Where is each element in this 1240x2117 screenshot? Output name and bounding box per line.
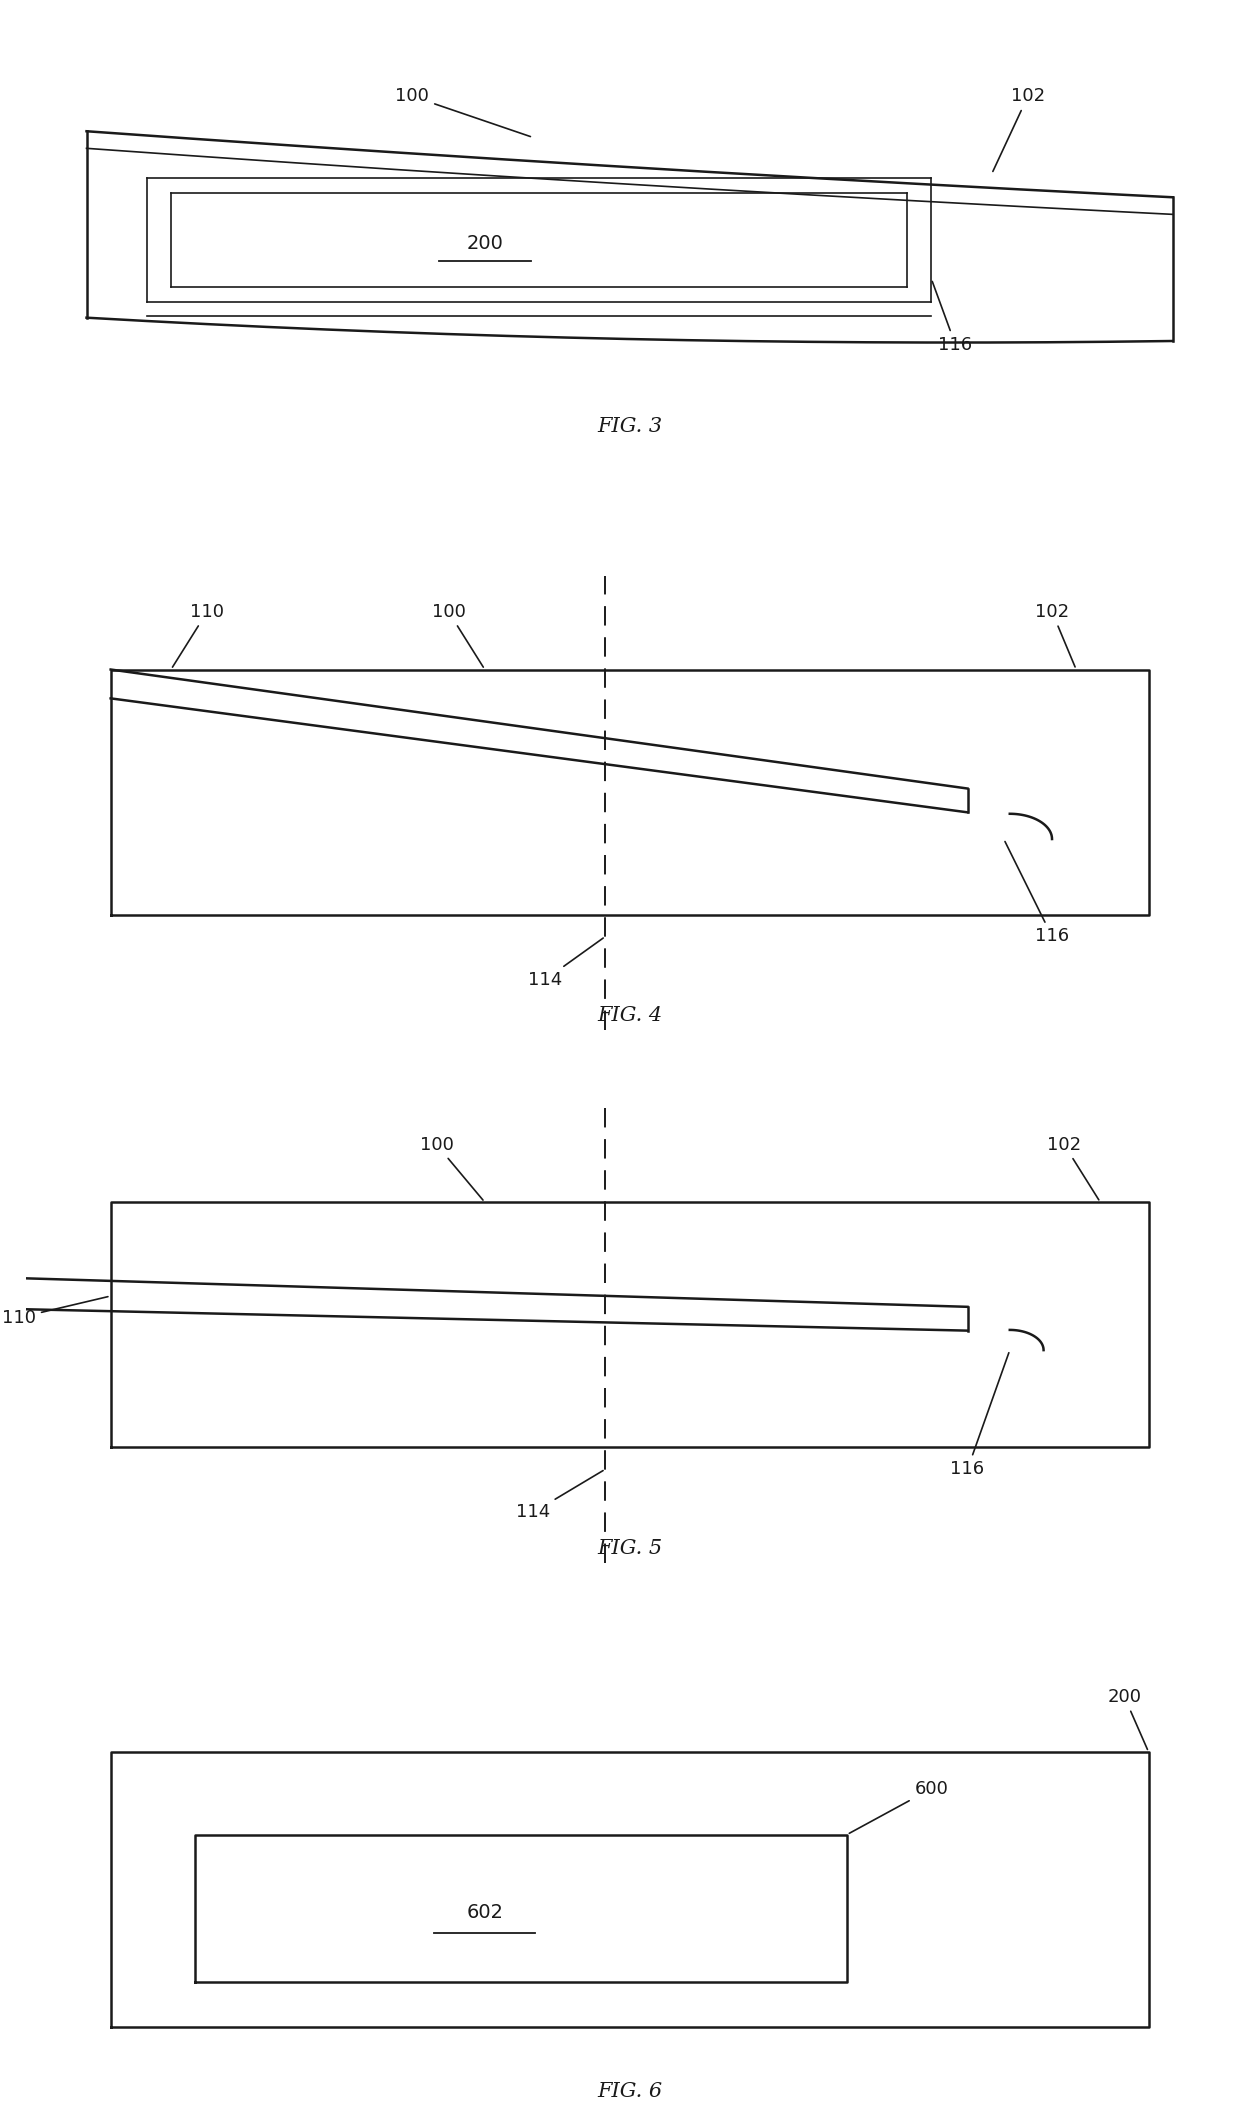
Text: 116: 116	[932, 282, 972, 354]
Text: 110: 110	[2, 1296, 108, 1327]
Text: 100: 100	[432, 603, 484, 667]
Text: 602: 602	[466, 1903, 503, 1922]
Text: 110: 110	[172, 603, 224, 667]
Text: 102: 102	[1035, 603, 1075, 667]
Text: 102: 102	[1047, 1135, 1099, 1200]
Text: 102: 102	[993, 87, 1045, 171]
Text: FIG. 6: FIG. 6	[596, 2083, 662, 2102]
Text: 116: 116	[1004, 843, 1069, 946]
Text: 100: 100	[419, 1135, 484, 1200]
Text: 116: 116	[951, 1353, 1009, 1478]
Text: 200: 200	[466, 235, 503, 254]
Text: FIG. 5: FIG. 5	[596, 1539, 662, 1558]
Text: 600: 600	[849, 1780, 949, 1833]
Text: FIG. 3: FIG. 3	[596, 417, 662, 436]
Text: 200: 200	[1107, 1687, 1147, 1749]
Text: 114: 114	[528, 938, 603, 989]
Text: 100: 100	[396, 87, 531, 138]
Text: FIG. 4: FIG. 4	[596, 1006, 662, 1025]
Text: 114: 114	[516, 1471, 603, 1522]
